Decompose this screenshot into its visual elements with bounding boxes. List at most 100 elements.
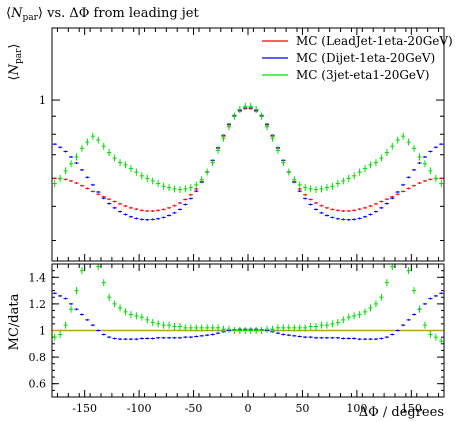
main-point-0: [139, 209, 144, 212]
x-tick-label: 150: [401, 402, 422, 415]
ratio-point-1: [368, 338, 373, 341]
ratio-point-1: [297, 335, 302, 338]
main-point-2: [90, 132, 95, 140]
ratio-point-1: [188, 336, 193, 339]
main-point-2: [52, 180, 57, 188]
main-data-points: [52, 102, 444, 221]
main-point-1: [308, 203, 313, 206]
main-point-1: [324, 214, 330, 217]
ratio-point-1: [281, 333, 286, 336]
ratio-point-2: [373, 300, 379, 308]
main-point-2: [68, 160, 74, 168]
main-point-1: [177, 208, 183, 211]
main-point-0: [134, 208, 139, 211]
main-point-2: [433, 174, 438, 182]
main-point-2: [134, 168, 139, 176]
ratio-point-1: [172, 336, 177, 339]
main-point-0: [362, 206, 368, 209]
ratio-point-1: [166, 336, 172, 339]
main-point-0: [79, 184, 85, 187]
main-point-0: [411, 184, 417, 187]
ratio-point-1: [346, 337, 351, 340]
ratio-point-1: [330, 336, 335, 339]
main-point-2: [384, 149, 389, 157]
ratio-point-2: [368, 304, 373, 312]
main-point-1: [379, 206, 384, 209]
main-y-axis-label: ⟨Npar⟩: [7, 44, 24, 81]
main-point-1: [134, 217, 139, 220]
main-point-2: [379, 154, 384, 162]
ratio-point-1: [210, 333, 215, 336]
ratio-point-1: [357, 338, 362, 341]
main-point-1: [63, 150, 68, 153]
main-point-2: [79, 144, 85, 152]
ratio-point-2: [248, 327, 253, 334]
x-axis-label: ΔΦ / degrees: [359, 405, 444, 420]
main-point-2: [368, 161, 373, 169]
ratio-point-2: [145, 316, 150, 324]
main-point-1: [139, 218, 144, 221]
main-point-1: [90, 183, 95, 186]
ratio-point-2: [270, 325, 275, 333]
main-point-1: [352, 218, 357, 221]
ratio-point-2: [101, 279, 106, 287]
main-point-1: [373, 210, 379, 213]
ratio-point-1: [395, 329, 400, 332]
ratio-point-1: [384, 336, 389, 339]
main-point-1: [156, 217, 161, 220]
main-point-2: [232, 112, 237, 120]
legend: MC (LeadJet-1eta-20GeV) MC (Dijet-1eta-20…: [262, 34, 453, 82]
main-point-0: [96, 193, 101, 196]
ratio-point-2: [74, 287, 79, 295]
ratio-point-2: [346, 313, 351, 321]
ratio-point-1: [373, 338, 379, 341]
main-point-1: [406, 176, 411, 179]
x-tick-label: 0: [245, 402, 252, 415]
ratio-point-2: [172, 323, 177, 331]
main-point-2: [172, 185, 177, 193]
ratio-point-2: [254, 327, 259, 334]
ratio-point-1: [194, 335, 199, 338]
main-point-0: [373, 202, 379, 205]
ratio-point-2: [205, 324, 210, 332]
ratio-point-2: [123, 308, 128, 316]
main-point-0: [401, 190, 406, 193]
ratio-y-tick-label: 1: [39, 325, 46, 338]
ratio-point-1: [292, 334, 297, 337]
ratio-y-tick-label: 0.6: [29, 378, 47, 391]
main-point-0: [313, 201, 319, 204]
ratio-point-1: [117, 338, 123, 341]
main-point-2: [199, 176, 204, 184]
main-point-2: [215, 146, 221, 154]
main-point-1: [101, 197, 106, 200]
ratio-point-2: [134, 312, 139, 320]
ratio-point-1: [177, 336, 183, 339]
main-point-1: [384, 202, 389, 205]
main-point-2: [352, 172, 357, 180]
ratio-point-1: [406, 318, 411, 321]
main-point-2: [373, 159, 379, 167]
main-point-1: [390, 197, 395, 200]
main-point-0: [303, 193, 308, 196]
main-y-tick-label: 1: [39, 94, 46, 107]
ratio-point-1: [422, 302, 428, 305]
main-point-0: [439, 177, 444, 180]
ratio-point-2: [177, 323, 183, 331]
ratio-point-1: [335, 336, 340, 339]
main-point-1: [52, 143, 57, 146]
ratio-point-1: [85, 318, 90, 321]
ratio-point-2: [330, 320, 335, 328]
main-point-2: [406, 138, 411, 146]
main-point-2: [313, 185, 319, 193]
main-point-0: [63, 178, 68, 181]
main-point-0: [330, 208, 335, 211]
ratio-point-2: [286, 324, 291, 332]
main-point-2: [417, 153, 422, 161]
main-point-2: [226, 123, 232, 131]
ratio-point-2: [319, 321, 324, 329]
ratio-point-2: [232, 327, 237, 334]
main-point-1: [112, 206, 117, 209]
ratio-point-2: [91, 254, 95, 261]
main-point-0: [166, 206, 172, 209]
main-point-1: [335, 217, 340, 220]
